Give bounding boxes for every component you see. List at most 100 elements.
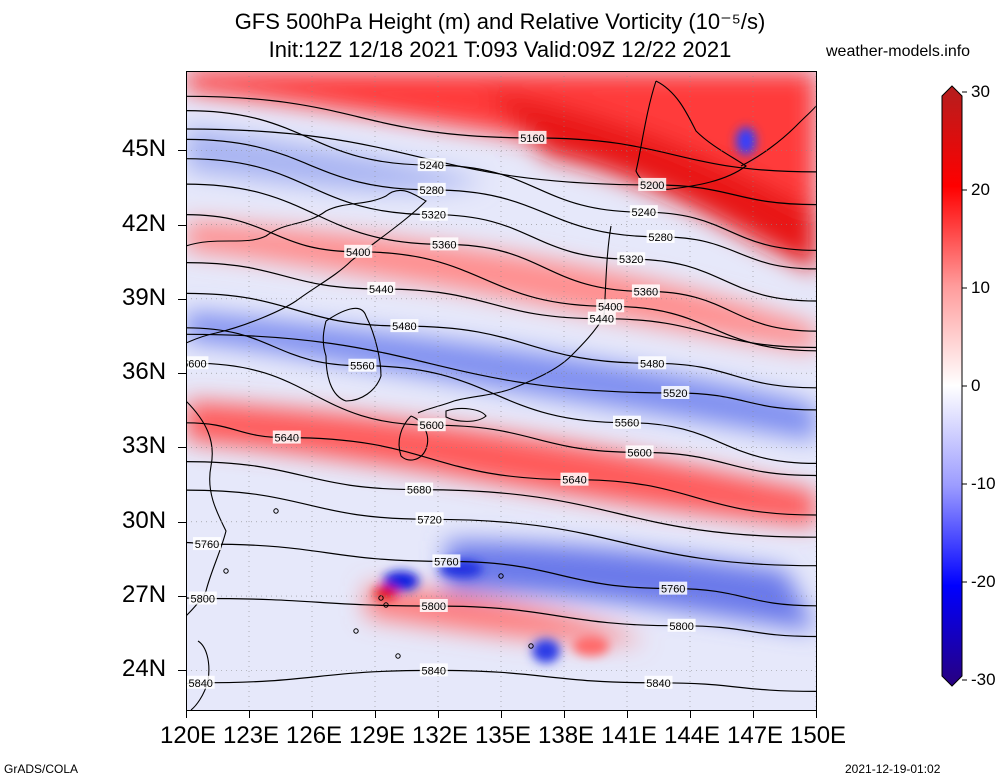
height-contour-5360 [186,183,816,332]
contour-label: 5840 [186,675,215,690]
contour-label-text: 5840 [422,665,446,677]
vorticity-core-red [374,586,398,600]
lat-tick-label: 36N [122,358,167,386]
contour-label: 5840 [419,663,448,677]
contour-label-bg [417,418,446,432]
vorticity-band-blue-north [186,126,486,191]
lon-tick [753,710,754,718]
island [353,628,359,634]
contour-label-text: 5480 [392,321,416,333]
map-title: GFS 500hPa Height (m) and Relative Vorti… [234,9,766,34]
contour-label-text: 5320 [619,254,643,266]
coastline-honshu [417,225,612,414]
contour-label-bg [272,430,301,444]
contour-label: 5240 [417,158,446,172]
contour-label-text: 5600 [186,358,207,370]
height-contour-5440 [186,262,816,349]
island [395,653,401,659]
lon-tick [186,710,187,718]
contour-label: 5640 [272,430,301,445]
contour-label: 5800 [419,598,448,613]
lat-tick [178,670,186,672]
lon-tick [690,710,691,718]
contour-label-bg [193,537,221,551]
lon-tick-label: 138E [538,722,595,749]
contour-label: 5400 [596,299,625,313]
contour-label-bg [188,591,217,605]
contour-label-text: 5400 [346,247,370,259]
contour-label-text: 5480 [640,358,664,370]
contour-label-bg [617,252,646,266]
colorbar-label: 0 [971,376,981,395]
contour-label: 5520 [661,385,690,400]
height-contour-5520 [186,333,816,411]
lat-tick [178,596,186,598]
contour-label-bg [430,237,459,251]
contour-label-bg [405,482,434,496]
contour-label: 5400 [344,244,373,259]
lat-tick [178,150,186,152]
lat-tick-label: 30N [122,506,167,534]
contour-label-bg [432,554,461,568]
lat-tick [178,447,186,449]
lon-tick-label: 147E [727,722,784,749]
lon-tick-label: 150E [790,722,847,749]
island [223,568,229,574]
lon-tick-label: 132E [412,722,469,749]
height-contour-5240 [186,110,816,251]
contour-label-text: 5640 [562,475,586,487]
contour-label-bg [344,244,373,258]
contour-label-bg [186,356,209,370]
height-contour-5280 [186,138,816,270]
contour-label: 5560 [613,415,641,430]
contour-label: 5840 [644,675,673,690]
contour-label-bg [417,158,446,172]
contour-label: 5200 [638,177,667,192]
contour-label: 5480 [638,356,667,370]
contour-label: 5560 [348,358,377,373]
contour-label: 5280 [417,182,446,197]
contour-label-bg [419,207,448,221]
contour-label-bg [659,581,688,595]
lat-tick-label: 39N [122,283,167,311]
coastline-shikoku [445,407,487,422]
height-contour-5320 [186,158,816,302]
contour-label-text: 5240 [419,160,443,172]
contour-label-text: 5200 [640,180,664,192]
lon-tick-label: 129E [349,722,406,749]
height-contour-5480 [186,292,816,389]
contour-label: 5800 [188,591,217,606]
lon-tick [438,710,439,718]
island [528,643,534,649]
lat-tick-label: 42N [122,209,167,237]
contour-label-bg [415,512,444,526]
contour-label-text: 5600 [419,420,443,432]
contour-label-bg [638,177,667,191]
contour-label-bg [419,598,448,612]
contour-label-text: 5320 [422,210,446,222]
lat-tick-label: 33N [122,432,167,460]
contour-label-bg [518,130,547,144]
colorbar-bar [941,85,963,687]
contour-label-text: 5360 [432,239,456,251]
coastline-korea [322,307,382,402]
lat-tick-label: 27N [122,581,167,609]
lon-tick [816,710,817,718]
contour-label-text: 5760 [434,556,458,568]
contour-label: 5800 [667,618,696,633]
contour-label-bg [419,663,448,677]
contour-label-text: 5800 [669,621,693,633]
contour-label: 5640 [560,472,589,487]
timestamp: 2021-12-19-01:02 [845,762,941,776]
contour-label-text: 5560 [615,418,639,430]
lon-tick-label: 123E [223,722,280,749]
contour-label-text: 5520 [663,388,687,400]
contour-label-text: 5280 [419,185,443,197]
contour-label-bg [390,319,419,333]
colorbar-label: -20 [971,572,996,591]
contour-label-text: 5440 [590,314,614,326]
contour-label: 5600 [417,418,446,432]
lon-tick-label: 135E [475,722,532,749]
contour-label-bg [417,182,446,196]
contour-label-bg [646,229,675,243]
